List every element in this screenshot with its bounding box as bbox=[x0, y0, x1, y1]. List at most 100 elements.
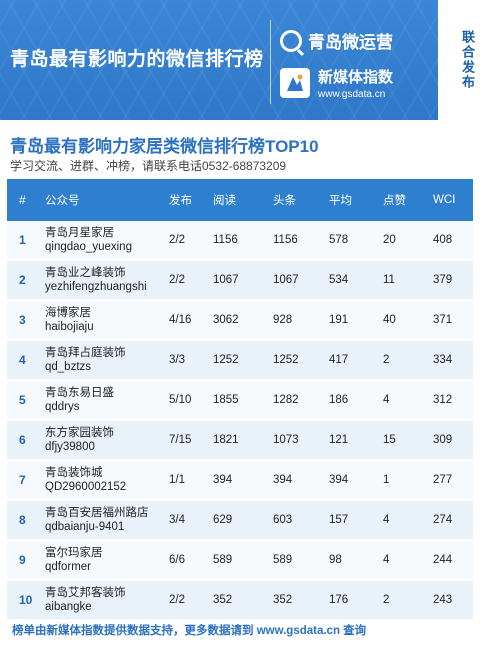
reads-cell: 589 bbox=[213, 554, 233, 566]
table-row: 2 青岛业之峰装饰 yezhifengzhuangshi 2/2 1067 106… bbox=[7, 261, 473, 301]
brand2-name: 新媒体指数 bbox=[318, 69, 394, 86]
brand2-url: www.gsdata.cn bbox=[318, 89, 386, 100]
rank-cell: 10 bbox=[19, 593, 33, 607]
account-name: 富尔玛家居 bbox=[45, 547, 103, 559]
account-name: 青岛月星家居 bbox=[45, 227, 114, 239]
header-account: 公众号 bbox=[45, 195, 80, 207]
rank-cell: 3 bbox=[19, 313, 26, 327]
account-name: 青岛拜占庭装饰 bbox=[45, 347, 126, 359]
reads-cell: 352 bbox=[213, 594, 233, 606]
table-row: 5 青岛东易日盛 qddrys 5/10 1855 1282 186 4 312 bbox=[7, 381, 473, 421]
account-id: haibojiaju bbox=[45, 321, 94, 333]
wci-cell: 309 bbox=[433, 434, 453, 446]
publish-cell: 5/10 bbox=[169, 394, 192, 406]
account-cell: 海博家居 haibojiaju bbox=[45, 306, 161, 334]
likes-cell: 11 bbox=[383, 274, 395, 286]
publish-cell: 6/6 bbox=[169, 554, 185, 566]
table-row: 1 青岛月星家居 qingdao_yuexing 2/2 1156 1156 57… bbox=[7, 221, 473, 261]
table-row: 3 海博家居 haibojiaju 4/16 3062 928 191 40 37… bbox=[7, 301, 473, 341]
account-id: qddrys bbox=[45, 401, 80, 413]
wci-cell: 371 bbox=[433, 314, 453, 326]
headline-cell: 1067 bbox=[273, 274, 299, 286]
account-id: yezhifengzhuangshi bbox=[45, 281, 147, 293]
header-rank: # bbox=[19, 193, 26, 207]
publish-cell: 3/3 bbox=[169, 354, 185, 366]
account-id: qd_bztzs bbox=[45, 361, 92, 373]
reads-cell: 1855 bbox=[213, 394, 239, 406]
publish-cell: 4/16 bbox=[169, 314, 192, 326]
account-id: qdbaianju-9401 bbox=[45, 521, 125, 533]
reads-cell: 1252 bbox=[213, 354, 239, 366]
search-logo-icon bbox=[280, 29, 302, 52]
reads-cell: 394 bbox=[213, 474, 233, 486]
average-cell: 98 bbox=[329, 554, 342, 566]
account-id: aibangke bbox=[45, 601, 92, 613]
likes-cell: 15 bbox=[383, 434, 396, 446]
average-cell: 191 bbox=[329, 314, 349, 326]
average-cell: 121 bbox=[329, 434, 349, 446]
account-cell: 青岛业之峰装饰 yezhifengzhuangshi bbox=[45, 266, 161, 294]
average-cell: 157 bbox=[329, 514, 349, 526]
wci-cell: 274 bbox=[433, 514, 453, 526]
publish-cell: 1/1 bbox=[169, 474, 185, 486]
table-row: 6 东方家园装饰 dfjy39800 7/15 1821 1073 121 15 … bbox=[7, 421, 473, 461]
table-row: 7 青岛装饰城 QD2960002152 1/1 394 394 394 1 27… bbox=[7, 461, 473, 501]
account-id: qdformer bbox=[45, 561, 92, 573]
table-header: # 公众号 发布 阅读 头条 平均 点赞 WCI bbox=[7, 179, 473, 221]
headline-cell: 928 bbox=[273, 314, 293, 326]
account-name: 青岛业之峰装饰 bbox=[45, 267, 126, 279]
wci-cell: 379 bbox=[433, 274, 453, 286]
gsdata-logo-icon bbox=[280, 68, 310, 98]
account-id: qingdao_yuexing bbox=[45, 241, 132, 253]
headline-cell: 394 bbox=[273, 474, 293, 486]
likes-cell: 20 bbox=[383, 234, 396, 246]
rank-cell: 5 bbox=[19, 393, 26, 407]
publish-cell: 2/2 bbox=[169, 234, 185, 246]
account-cell: 青岛装饰城 QD2960002152 bbox=[45, 466, 161, 494]
likes-cell: 40 bbox=[383, 314, 396, 326]
table-row: 4 青岛拜占庭装饰 qd_bztzs 3/3 1252 1252 417 2 33… bbox=[7, 341, 473, 381]
headline-cell: 1252 bbox=[273, 354, 299, 366]
header-headline: 头条 bbox=[273, 195, 296, 207]
header-banner: 青岛最有影响力的微信排行榜 青岛微运营 新媒体指数 www.gsdata.cn … bbox=[0, 0, 480, 120]
wci-cell: 408 bbox=[433, 234, 453, 246]
headline-cell: 1282 bbox=[273, 394, 299, 406]
publish-cell: 3/4 bbox=[169, 514, 185, 526]
joint-release-text: 联合发布 bbox=[460, 30, 475, 90]
account-name: 青岛东易日盛 bbox=[45, 387, 114, 399]
average-cell: 417 bbox=[329, 354, 349, 366]
headline-cell: 1073 bbox=[273, 434, 299, 446]
table-row: 10 青岛艾邦客装饰 aibangke 2/2 352 352 176 2 243 bbox=[7, 581, 473, 621]
brand1-name: 青岛微运营 bbox=[308, 33, 393, 52]
average-cell: 534 bbox=[329, 274, 349, 286]
ranking-table: # 公众号 发布 阅读 头条 平均 点赞 WCI 1 青岛月星家居 qingdao… bbox=[7, 179, 473, 621]
rank-cell: 2 bbox=[19, 273, 26, 287]
account-name: 东方家园装饰 bbox=[45, 427, 114, 439]
average-cell: 578 bbox=[329, 234, 349, 246]
brand-gsdata: 新媒体指数 www.gsdata.cn bbox=[280, 66, 393, 100]
account-cell: 东方家园装饰 dfjy39800 bbox=[45, 426, 161, 454]
account-name: 青岛百安居福州路店 bbox=[45, 507, 149, 519]
wci-cell: 243 bbox=[433, 594, 453, 606]
headline-cell: 1156 bbox=[273, 234, 298, 246]
reads-cell: 629 bbox=[213, 514, 233, 526]
table-body: 1 青岛月星家居 qingdao_yuexing 2/2 1156 1156 57… bbox=[7, 221, 473, 621]
rank-cell: 1 bbox=[19, 233, 26, 247]
headline-cell: 589 bbox=[273, 554, 293, 566]
page-title: 青岛最有影响力家居类微信排行榜TOP10 bbox=[10, 137, 319, 156]
joint-release-tag: 联合发布 bbox=[438, 0, 480, 120]
wci-cell: 312 bbox=[433, 394, 453, 406]
account-cell: 富尔玛家居 qdformer bbox=[45, 546, 161, 574]
publish-cell: 2/2 bbox=[169, 274, 185, 286]
rank-cell: 6 bbox=[19, 433, 26, 447]
average-cell: 394 bbox=[329, 474, 349, 486]
banner-title: 青岛最有影响力的微信排行榜 bbox=[10, 49, 264, 70]
likes-cell: 4 bbox=[383, 554, 390, 566]
reads-cell: 1067 bbox=[213, 274, 239, 286]
header-likes: 点赞 bbox=[383, 195, 406, 207]
account-cell: 青岛艾邦客装饰 aibangke bbox=[45, 586, 161, 614]
account-cell: 青岛东易日盛 qddrys bbox=[45, 386, 161, 414]
account-name: 海博家居 bbox=[45, 307, 91, 319]
rank-cell: 9 bbox=[19, 553, 26, 567]
headline-cell: 352 bbox=[273, 594, 293, 606]
